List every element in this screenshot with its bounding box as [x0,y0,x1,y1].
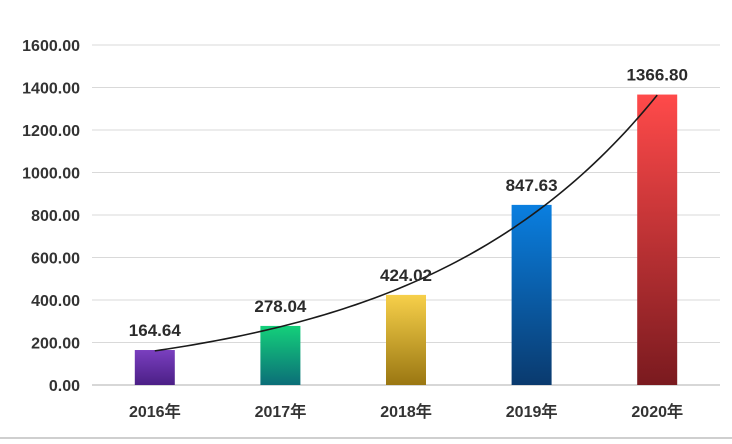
y-tick-label: 1000.00 [22,166,80,183]
bar [134,350,175,385]
y-tick-label: 1400.00 [22,81,80,98]
bar [386,294,426,385]
trendline-path [154,94,658,352]
x-axis-labels: 2016年 2017年 2018年 2019年 2020年 [129,402,683,421]
trendline [154,94,658,352]
bottom-border [0,437,732,439]
x-tick-label: 2019年 [506,402,558,421]
data-label: 847.63 [506,176,558,195]
x-tick-label: 2017年 [255,402,307,421]
x-tick-label: 2018年 [380,402,432,421]
y-tick-label: 0.00 [49,378,80,395]
gridlines [92,44,720,386]
data-label: 164.64 [129,321,182,340]
y-tick-label: 1200.00 [22,123,80,140]
y-tick-label: 1600.00 [22,38,80,55]
data-label: 1366.80 [626,66,687,85]
y-tick-label: 800.00 [31,208,80,225]
bar [637,94,678,386]
y-tick-label: 400.00 [31,293,80,310]
y-tick-label: 600.00 [31,251,80,268]
bars [134,94,678,386]
y-axis-ticks: 0.00 200.00 400.00 600.00 800.00 1000.00 1200.… [22,38,80,395]
data-label: 424.02 [380,266,432,285]
y-tick-label: 200.00 [31,336,80,353]
bar [260,325,301,385]
x-tick-label: 2020年 [631,402,683,421]
data-labels: 164.64 278.04 424.02 847.63 1366.80 [129,66,688,340]
x-tick-label: 2016年 [129,402,181,421]
data-label: 278.04 [254,297,307,316]
bar [511,204,552,385]
